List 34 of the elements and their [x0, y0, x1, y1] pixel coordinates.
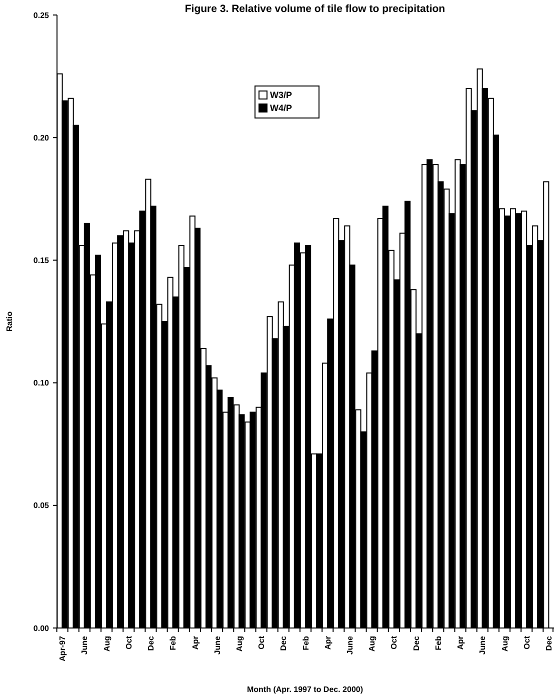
y-tick-label: 0.10 [33, 378, 50, 388]
x-tick-label: Apr-97 [58, 635, 68, 662]
x-tick-label: Aug [234, 636, 244, 652]
x-tick-label: June [478, 635, 488, 655]
x-tick-label: Oct [522, 636, 532, 650]
y-tick-label: 0.00 [33, 624, 50, 633]
y-tick-label: 0.05 [33, 501, 50, 510]
x-tick-label: Dec [412, 635, 421, 651]
x-tick-label: Feb [301, 636, 310, 650]
y-axis-title: Ratio [5, 311, 14, 332]
x-tick-label: Dec [544, 635, 554, 651]
legend-label: W3/P [270, 90, 292, 100]
x-tick-label: Oct [124, 636, 134, 650]
x-tick-label: Aug [102, 636, 112, 652]
x-tick-label: Dec [146, 635, 156, 651]
x-tick-label: Feb [434, 636, 443, 650]
x-tick-label: Oct [257, 636, 266, 650]
x-tick-label: Aug [500, 636, 510, 652]
x-axis-title: Month (Apr. 1997 to Dec. 2000) [246, 685, 364, 694]
y-tick-label: 0.25 [33, 10, 50, 20]
x-tick-label: Apr [456, 636, 466, 650]
x-tick-label: Oct [390, 636, 399, 650]
chart-title: Figure 3. Relative volume of tile flow to precipitation [184, 3, 446, 15]
x-tick-label: June [80, 635, 90, 655]
x-tick-label: Dec [279, 635, 288, 651]
x-tick-label: June [346, 635, 355, 655]
x-tick-label: Aug [368, 636, 377, 652]
x-tick-label: June [212, 635, 222, 655]
x-tick-label: Feb [168, 636, 178, 650]
x-tick-label: Apr [323, 636, 332, 650]
legend-label: W4/P [270, 103, 292, 114]
x-tick-label: Apr [190, 636, 200, 650]
y-tick-label: 0.20 [33, 133, 50, 142]
y-tick-label: 0.15 [33, 256, 50, 265]
